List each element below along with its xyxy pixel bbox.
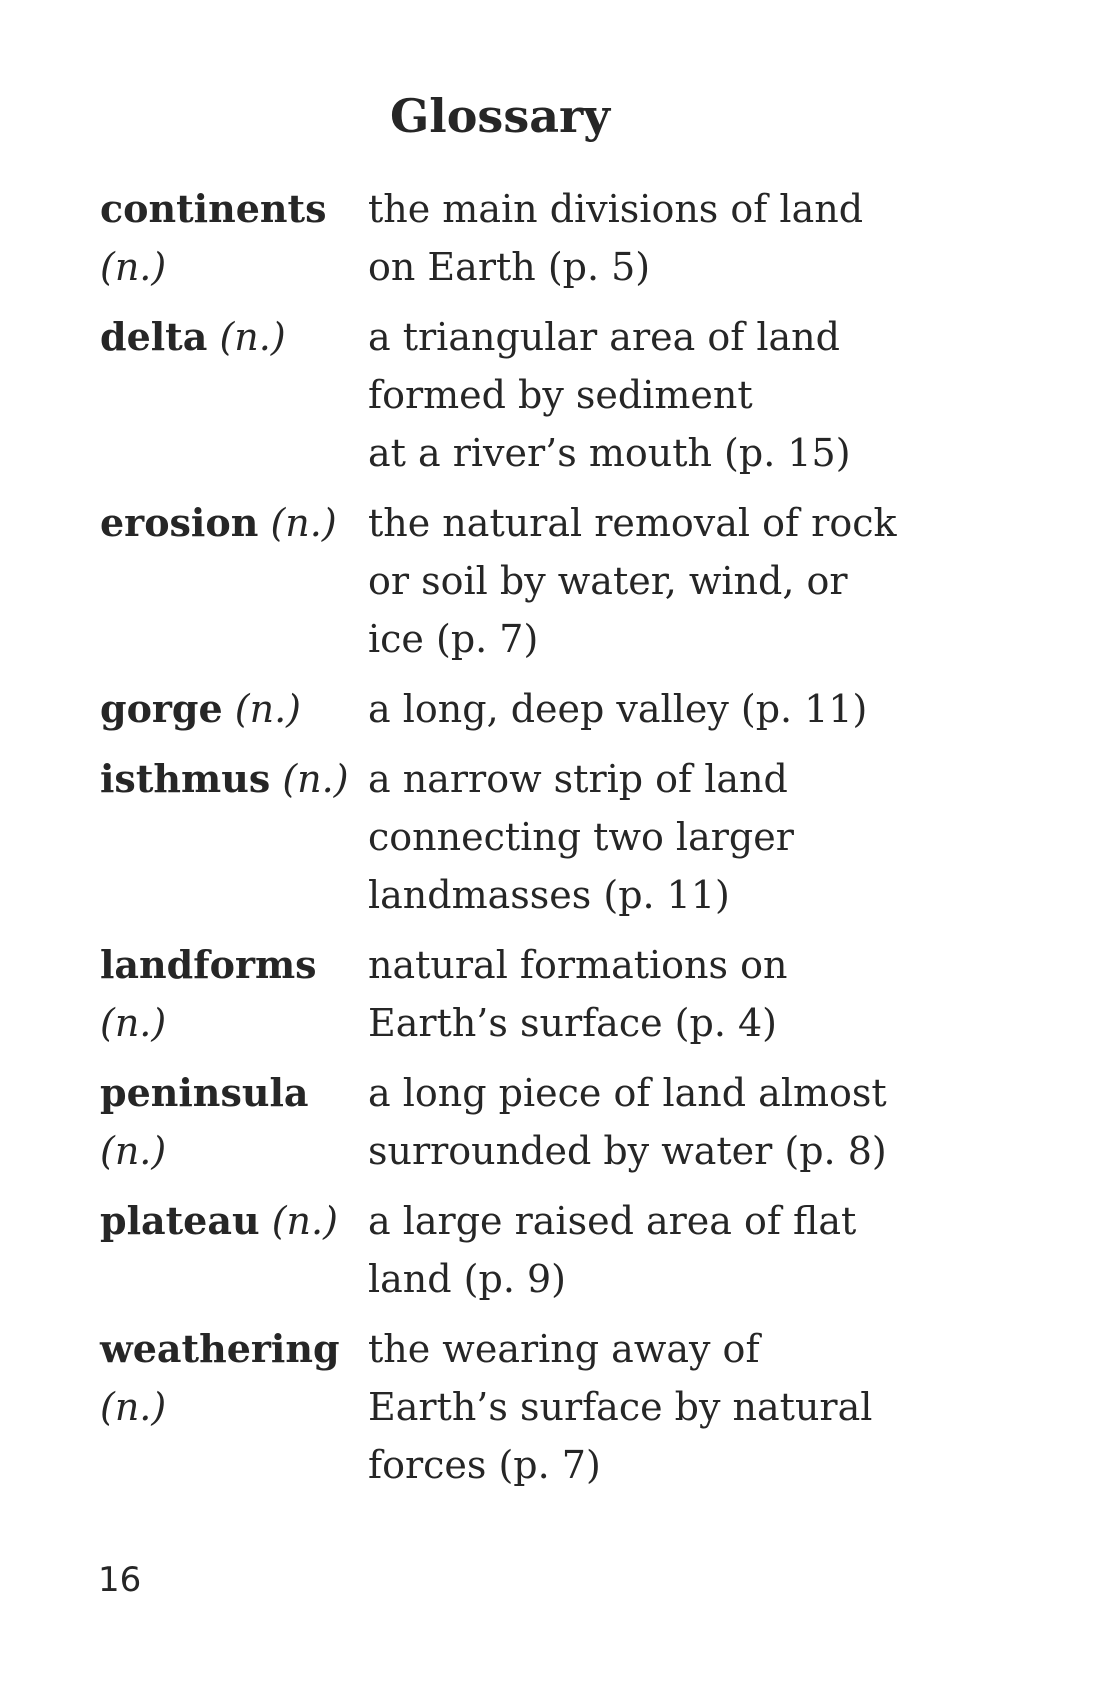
- definition-line: a triangular area of land: [368, 315, 840, 359]
- definition-line: natural formations on: [368, 943, 788, 987]
- glossary-term: delta (n.): [100, 308, 368, 482]
- term-word: weathering: [100, 1326, 340, 1371]
- definition-line: land (p. 9): [368, 1257, 566, 1301]
- definition-line: the main divisions of land: [368, 187, 864, 231]
- definition-line: or soil by water, wind, or: [368, 559, 848, 603]
- term-part-of-speech: (n.): [100, 1385, 167, 1429]
- glossary-term: erosion (n.): [100, 494, 368, 668]
- term-part-of-speech: (n.): [219, 315, 286, 359]
- glossary-entry: landforms (n.) natural formations on Ear…: [100, 936, 1020, 1052]
- definition-line: the wearing away of: [368, 1327, 760, 1371]
- page-title: Glossary: [389, 89, 610, 143]
- definition-line: connecting two larger: [368, 815, 794, 859]
- glossary-definition: the wearing away of Earth’s surface by n…: [368, 1320, 1020, 1494]
- term-part-of-speech: (n.): [271, 1199, 338, 1243]
- glossary-entry: plateau (n.) a large raised area of flat…: [100, 1192, 1020, 1308]
- term-word: gorge: [100, 686, 223, 731]
- glossary-entry: continents (n.) the main divisions of la…: [100, 180, 1020, 296]
- glossary-entry: isthmus (n.) a narrow strip of land conn…: [100, 750, 1020, 924]
- term-word: landforms: [100, 942, 317, 987]
- definition-line: a large raised area of flat: [368, 1199, 857, 1243]
- glossary-term: gorge (n.): [100, 680, 368, 738]
- definition-line: surrounded by water (p. 8): [368, 1129, 887, 1173]
- definition-line: formed by sediment: [368, 373, 753, 417]
- definition-line: at a river’s mouth (p. 15): [368, 431, 851, 475]
- term-part-of-speech: (n.): [270, 501, 337, 545]
- term-part-of-speech: (n.): [100, 245, 167, 289]
- term-word: peninsula: [100, 1070, 309, 1115]
- definition-line: the natural removal of rock: [368, 501, 897, 545]
- page-number: 16: [98, 1560, 142, 1600]
- definition-line: forces (p. 7): [368, 1443, 601, 1487]
- glossary-term: peninsula (n.): [100, 1064, 368, 1180]
- definition-line: a narrow strip of land: [368, 757, 788, 801]
- glossary-term: continents (n.): [100, 180, 368, 296]
- term-word: continents: [100, 186, 327, 231]
- glossary-term: plateau (n.): [100, 1192, 368, 1308]
- glossary-term: isthmus (n.): [100, 750, 368, 924]
- definition-line: Earth’s surface by natural: [368, 1385, 873, 1429]
- term-part-of-speech: (n.): [100, 1001, 167, 1045]
- glossary-entry: erosion (n.) the natural removal of rock…: [100, 494, 1020, 668]
- term-part-of-speech: (n.): [234, 687, 301, 731]
- definition-line: Earth’s surface (p. 4): [368, 1001, 777, 1045]
- definition-line: on Earth (p. 5): [368, 245, 651, 289]
- glossary-term: weathering (n.): [100, 1320, 368, 1494]
- glossary-definition: the main divisions of land on Earth (p. …: [368, 180, 1020, 296]
- term-word: delta: [100, 314, 208, 359]
- glossary-definition: a large raised area of flat land (p. 9): [368, 1192, 1020, 1308]
- definition-line: landmasses (p. 11): [368, 873, 730, 917]
- glossary-definition: the natural removal of rock or soil by w…: [368, 494, 1020, 668]
- term-word: isthmus: [100, 756, 271, 801]
- term-word: erosion: [100, 500, 259, 545]
- term-part-of-speech: (n.): [100, 1129, 167, 1173]
- glossary-entry: gorge (n.) a long, deep valley (p. 11): [100, 680, 1020, 738]
- glossary-list: continents (n.) the main divisions of la…: [100, 180, 1020, 1506]
- glossary-entry: peninsula (n.) a long piece of land almo…: [100, 1064, 1020, 1180]
- definition-line: ice (p. 7): [368, 617, 539, 661]
- glossary-definition: a long, deep valley (p. 11): [368, 680, 1020, 738]
- glossary-entry: delta (n.) a triangular area of land for…: [100, 308, 1020, 482]
- glossary-entry: weathering (n.) the wearing away of Eart…: [100, 1320, 1020, 1494]
- definition-line: a long piece of land almost: [368, 1071, 887, 1115]
- glossary-term: landforms (n.): [100, 936, 368, 1052]
- term-word: plateau: [100, 1198, 260, 1243]
- glossary-definition: a triangular area of land formed by sedi…: [368, 308, 1020, 482]
- definition-line: a long, deep valley (p. 11): [368, 687, 868, 731]
- term-part-of-speech: (n.): [282, 757, 349, 801]
- glossary-definition: a narrow strip of land connecting two la…: [368, 750, 1020, 924]
- glossary-definition: a long piece of land almost surrounded b…: [368, 1064, 1020, 1180]
- glossary-definition: natural formations on Earth’s surface (p…: [368, 936, 1020, 1052]
